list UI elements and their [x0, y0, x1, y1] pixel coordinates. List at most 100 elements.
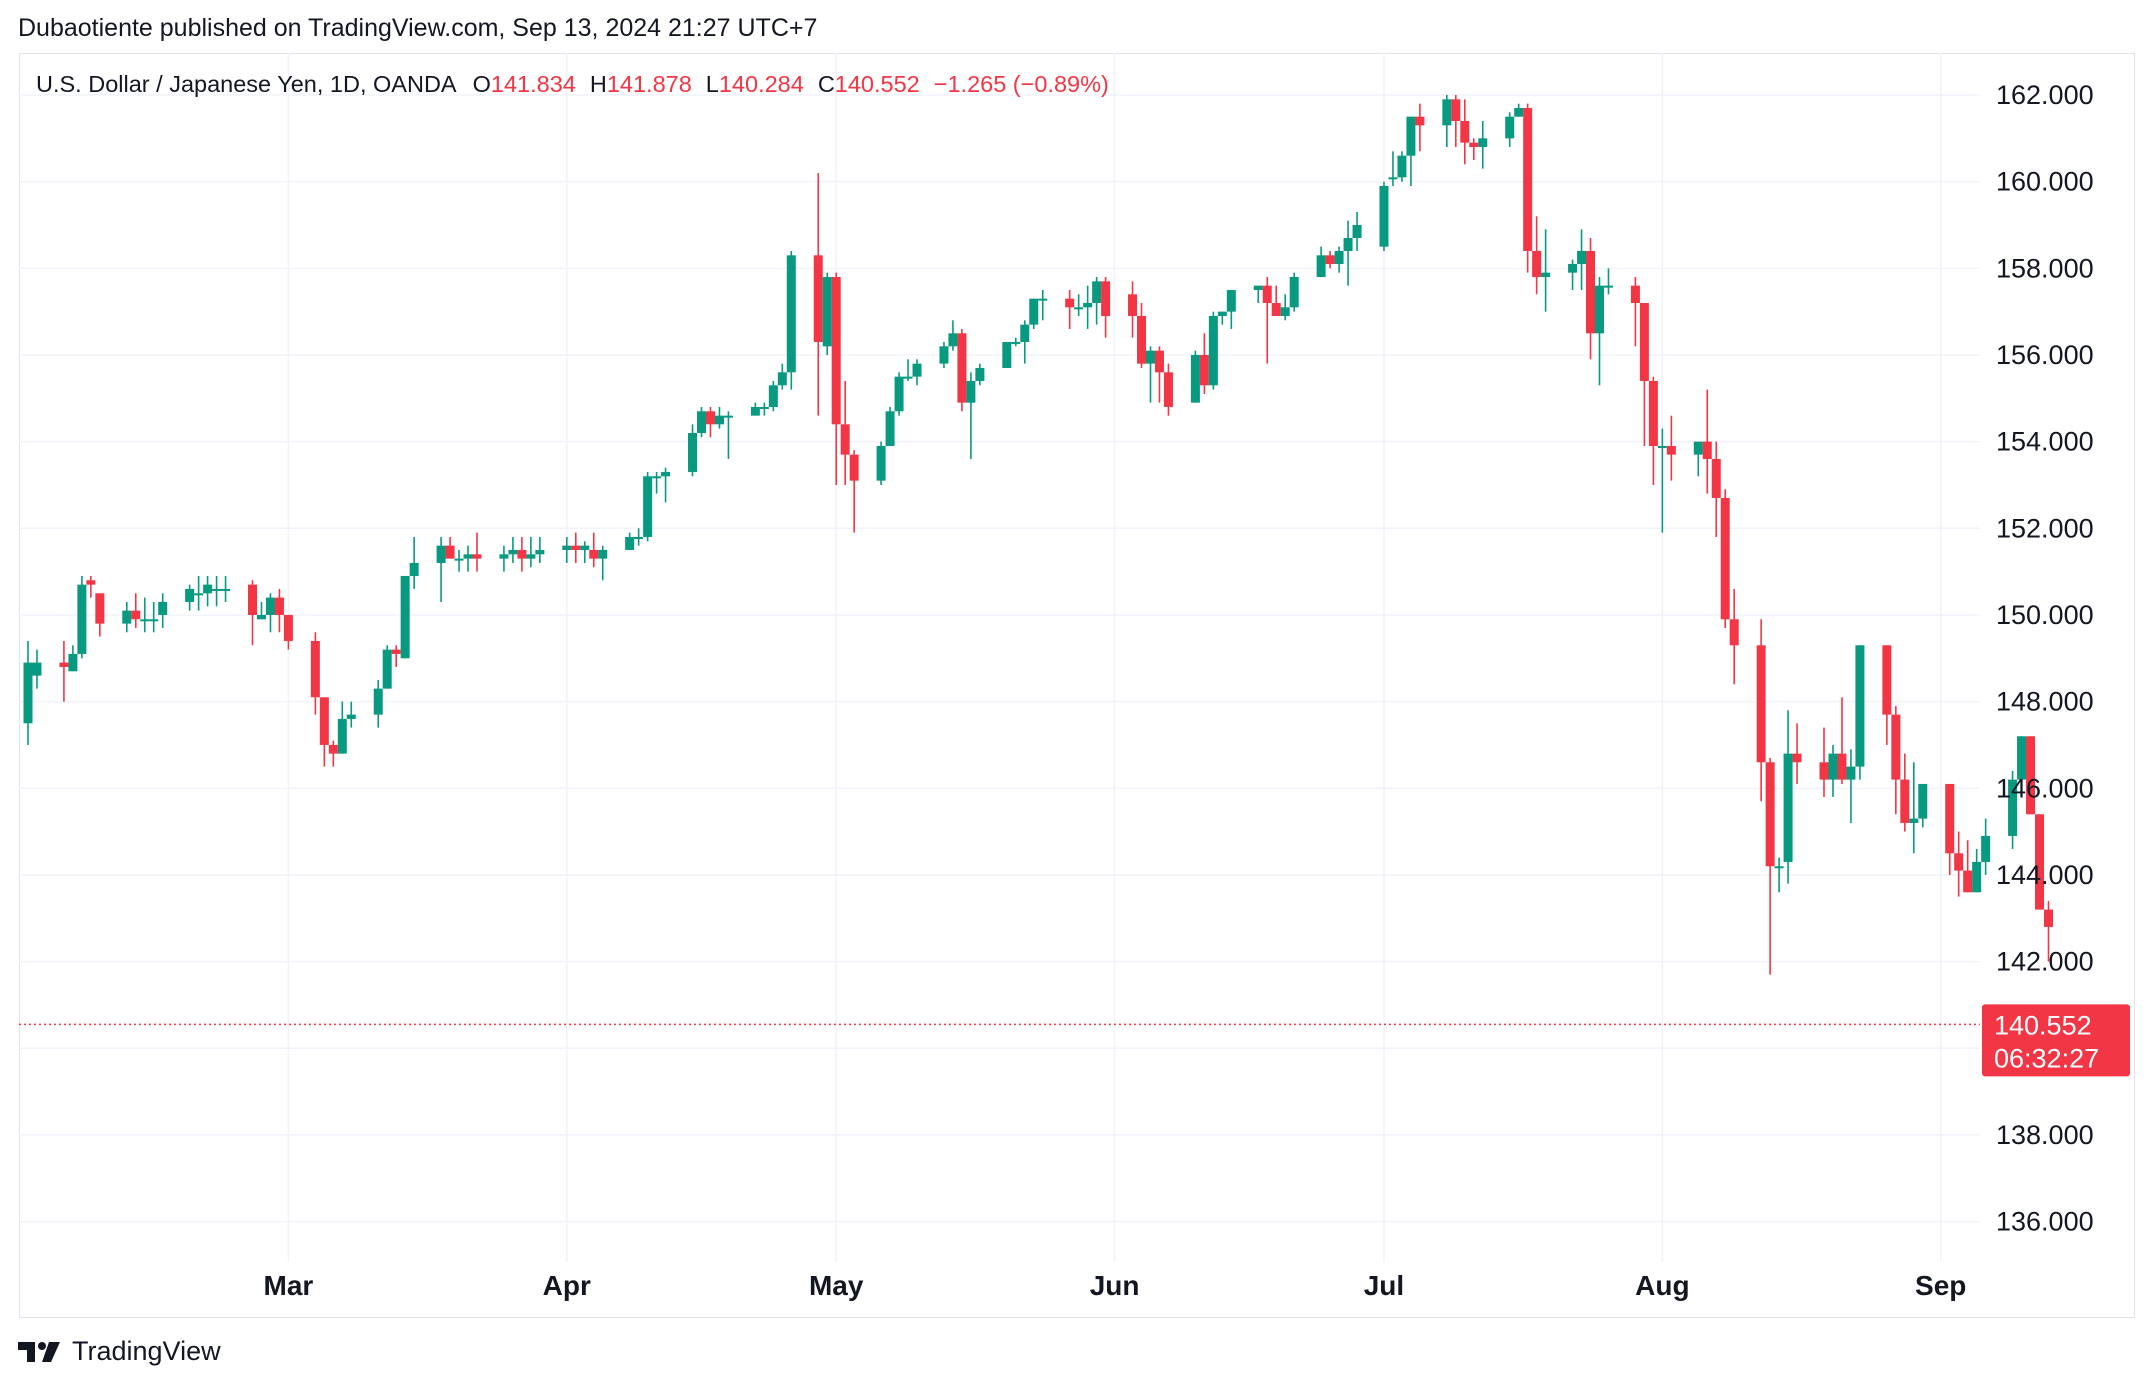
candle-body — [454, 558, 464, 561]
price-tick-label: 156.000 — [1996, 340, 2094, 370]
month-label: Aug — [1635, 1270, 1689, 1301]
price-tick-label: 146.000 — [1996, 773, 2094, 803]
candle — [894, 372, 904, 416]
candle — [1469, 138, 1479, 160]
candle-body — [1711, 458, 1721, 498]
candle — [1146, 346, 1155, 403]
candle — [1657, 428, 1667, 533]
candle-body — [1909, 818, 1919, 823]
candle — [813, 172, 823, 416]
candle-body — [32, 662, 42, 676]
candle — [1083, 285, 1093, 329]
candle-body — [1065, 298, 1075, 308]
candle-body — [1846, 766, 1856, 780]
candle — [382, 645, 392, 689]
candle — [876, 441, 886, 485]
candle-body — [508, 549, 518, 555]
candle — [705, 406, 715, 438]
candle — [1541, 229, 1551, 312]
candle-body — [203, 584, 213, 594]
candle — [2017, 736, 2027, 793]
candle — [903, 359, 913, 381]
candle — [1137, 302, 1147, 368]
candle — [777, 363, 787, 390]
candle-body — [822, 276, 832, 347]
candle-body — [1792, 753, 1802, 763]
candle-body — [768, 385, 778, 407]
candle — [822, 272, 832, 355]
candle-body — [1882, 645, 1892, 715]
candle — [840, 380, 850, 485]
candle-body — [23, 662, 33, 724]
candle — [1505, 112, 1515, 147]
candle — [1460, 99, 1470, 165]
candle-body — [1541, 272, 1551, 277]
time-axis[interactable]: Mar Apr May Jun Jul Aug Sep — [264, 1270, 1967, 1301]
candle — [310, 632, 320, 715]
month-label: Sep — [1915, 1270, 1966, 1301]
candle-body — [1352, 224, 1362, 238]
candle — [1226, 289, 1236, 329]
candle — [1163, 363, 1173, 416]
candle — [1199, 333, 1209, 394]
candle — [643, 471, 653, 542]
candle-body — [840, 424, 850, 455]
open-value: 141.834 — [490, 71, 576, 97]
candle — [328, 740, 338, 767]
candle-body — [1639, 302, 1649, 381]
bar-countdown-label: 06:32:27 — [1994, 1043, 2099, 1073]
candle-body — [1954, 853, 1964, 871]
candle — [1065, 289, 1075, 329]
candle-body — [436, 545, 446, 563]
chart-frame — [19, 53, 2135, 1318]
candle-body — [1837, 753, 1847, 780]
candle — [1891, 705, 1901, 815]
candle-body — [1101, 281, 1111, 316]
price-tick-label: 144.000 — [1996, 860, 2094, 890]
candle-body — [1469, 142, 1479, 147]
candle-body — [849, 454, 859, 481]
candle — [589, 532, 599, 568]
symbol-legend[interactable]: U.S. Dollar / Japanese Yen, 1D, OANDA O14… — [36, 71, 1123, 98]
candle-body — [1756, 645, 1766, 763]
price-axis[interactable]: 136.000 138.000 142.000 144.000 146.000 148.0… — [1996, 80, 2094, 1237]
candle — [77, 575, 87, 659]
high-label: H — [589, 71, 607, 97]
candle-body — [445, 545, 455, 559]
candle — [1882, 645, 1892, 745]
candle — [1837, 697, 1847, 784]
candle-body — [1271, 302, 1281, 316]
candle-body — [472, 554, 482, 559]
candle-body — [1074, 307, 1084, 310]
candle — [1514, 103, 1524, 117]
candle-body — [1693, 441, 1703, 455]
candle — [714, 406, 724, 429]
candle — [1765, 757, 1775, 975]
candle — [2035, 814, 2045, 910]
candle — [1406, 116, 1416, 186]
footer-brand[interactable]: TradingView — [18, 1336, 221, 1367]
candle — [248, 580, 257, 646]
candle-body — [966, 380, 976, 403]
candle — [957, 328, 967, 412]
candle — [373, 679, 383, 728]
candle-body — [1505, 116, 1515, 139]
candle-body — [158, 601, 168, 615]
candle — [1603, 268, 1613, 295]
candle — [1756, 619, 1766, 802]
candle — [1774, 857, 1784, 893]
candle-body — [957, 333, 967, 403]
candle-body — [1648, 380, 1658, 446]
candle — [1415, 103, 1425, 152]
symbol-name[interactable]: U.S. Dollar / Japanese Yen, 1D, OANDA — [36, 71, 457, 97]
candles — [23, 95, 2053, 975]
candle-body — [1253, 285, 1263, 290]
candle-body — [1666, 445, 1676, 455]
candle-body — [723, 415, 733, 418]
open-label: O — [472, 71, 491, 97]
tradingview-wordmark: TradingView — [72, 1336, 221, 1366]
candle — [939, 341, 949, 368]
candle — [625, 532, 635, 550]
candle — [391, 645, 401, 667]
